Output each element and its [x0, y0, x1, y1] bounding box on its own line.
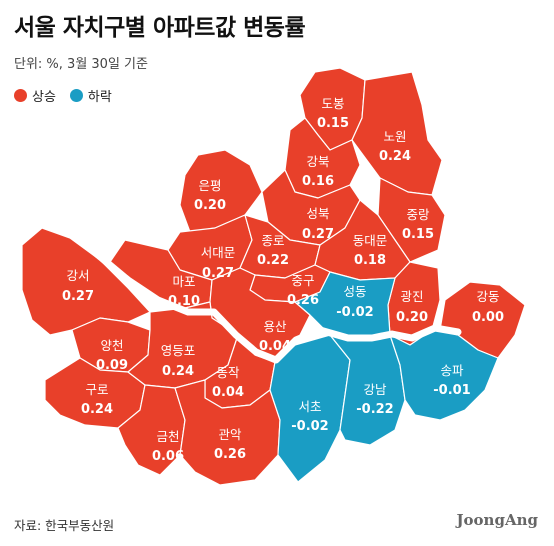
- label-name-seocho: 서초: [298, 399, 321, 414]
- label-name-yeongdeungpo: 영등포: [161, 343, 196, 358]
- label-name-nowon: 노원: [383, 129, 406, 144]
- label-value-dongjak: 0.04: [212, 385, 244, 400]
- label-name-geumcheon: 금천: [156, 429, 179, 444]
- label-name-gwangjin: 광진: [400, 289, 423, 304]
- label-value-yangcheon: 0.09: [96, 358, 128, 373]
- label-value-mapo: 0.10: [168, 294, 200, 309]
- label-value-gangnam: -0.22: [356, 402, 393, 417]
- district-eunpyeong: [179, 149, 263, 233]
- label-value-jongno: 0.22: [257, 253, 289, 268]
- map-title: 서울 자치구별 아파트값 변동률: [14, 15, 306, 41]
- legend-item-rise: 상승: [14, 86, 56, 105]
- label-value-junggu: 0.26: [287, 293, 319, 308]
- label-value-geumcheon: 0.06: [152, 449, 184, 464]
- label-name-seodaemun: 서대문: [201, 245, 236, 260]
- label-name-gwanak: 관악: [218, 427, 242, 442]
- label-name-guro: 구로: [85, 382, 108, 397]
- han-river: [88, 246, 462, 364]
- label-name-seongbuk: 성북: [306, 206, 329, 221]
- label-name-jongno: 종로: [261, 233, 284, 248]
- label-value-seongbuk: 0.27: [302, 227, 334, 242]
- joongang-logo: JoongAng: [456, 511, 538, 529]
- label-value-dobong: 0.15: [317, 116, 349, 131]
- source-note: 자료: 한국부동산원: [14, 518, 115, 533]
- label-name-seongdong: 성동: [343, 284, 366, 299]
- label-name-gangnam: 강남: [363, 382, 387, 397]
- label-name-yangcheon: 양천: [100, 338, 123, 353]
- label-value-yeongdeungpo: 0.24: [162, 364, 194, 379]
- label-value-jungnang: 0.15: [402, 227, 434, 242]
- label-value-seocho: -0.02: [291, 419, 328, 434]
- label-name-eunpyeong: 은평: [198, 178, 221, 193]
- label-name-songpa: 송파: [440, 363, 464, 378]
- label-value-dongdaemun: 0.18: [354, 253, 386, 268]
- label-value-eunpyeong: 0.20: [194, 198, 226, 213]
- legend-label-rise: 상승: [32, 90, 56, 105]
- label-value-seodaemun: 0.27: [202, 266, 234, 281]
- label-name-dongdaemun: 동대문: [353, 233, 388, 248]
- map-subtitle: 단위: %, 3월 30일 기준: [14, 57, 148, 72]
- label-name-dongjak: 동작: [216, 365, 240, 380]
- district-labels: 도봉 0.15 노원 0.24 강북 0.16 은평 0.20 성북 0.27 …: [62, 96, 504, 464]
- label-value-guro: 0.24: [81, 402, 113, 417]
- label-value-nowon: 0.24: [379, 149, 411, 164]
- fall-dot-icon: [69, 89, 83, 102]
- label-value-gwanak: 0.26: [214, 447, 246, 462]
- label-name-yongsan: 용산: [263, 319, 287, 334]
- legend: 상승 하락: [14, 86, 112, 105]
- label-value-gangdong: 0.00: [472, 310, 504, 325]
- label-value-gangbuk: 0.16: [302, 174, 334, 189]
- label-name-jungnang: 중랑: [406, 207, 430, 222]
- label-name-gangbuk: 강북: [306, 154, 329, 169]
- rise-dot-icon: [14, 89, 27, 102]
- label-name-gangseo: 강서: [66, 268, 89, 283]
- label-value-gangseo: 0.27: [62, 289, 94, 304]
- label-name-gangdong: 강동: [476, 289, 499, 304]
- label-name-junggu: 중구: [291, 273, 314, 288]
- legend-label-fall: 하락: [87, 90, 112, 105]
- label-name-mapo: 마포: [172, 274, 195, 289]
- label-name-dobong: 도봉: [321, 96, 344, 111]
- label-value-yongsan: 0.04: [259, 339, 291, 354]
- legend-item-fall: 하락: [69, 86, 112, 105]
- label-value-songpa: -0.01: [433, 383, 470, 398]
- label-value-seongdong: -0.02: [336, 305, 373, 320]
- label-value-gwangjin: 0.20: [396, 310, 428, 325]
